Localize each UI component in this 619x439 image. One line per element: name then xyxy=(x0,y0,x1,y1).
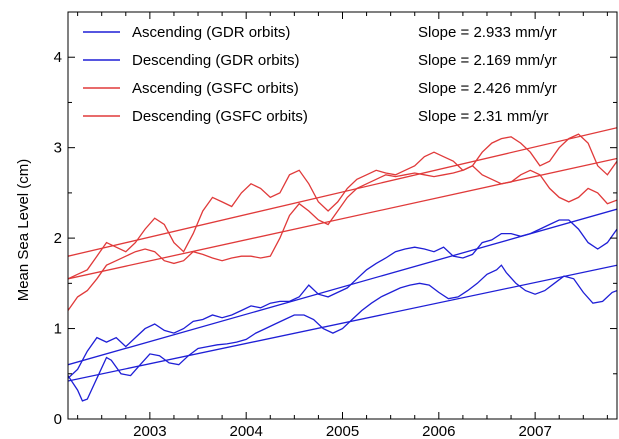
y-axis-title: Mean Sea Level (cm) xyxy=(15,159,32,302)
y-tick-label: 3 xyxy=(54,140,62,157)
legend-label-descending-gsfc-orbits: Descending (GSFC orbits) xyxy=(132,108,308,125)
y-tick-label: 1 xyxy=(54,321,62,338)
trend-line-ascending-gsfc-orbits xyxy=(68,127,617,257)
x-tick-label: 2007 xyxy=(518,423,551,439)
series-line-descending-gsfc-orbits xyxy=(68,165,617,311)
y-tick-label: 2 xyxy=(54,230,62,247)
legend-label-ascending-gsfc-orbits: Ascending (GSFC orbits) xyxy=(132,80,299,97)
slope-label-descending-gdr-orbits: Slope = 2.169 mm/yr xyxy=(418,52,557,69)
x-tick-label: 2006 xyxy=(422,423,455,439)
series-line-ascending-gsfc-orbits xyxy=(68,133,617,280)
axes-layer: 2003 2004 2005 2006 2007 0 1 2 3 4 xyxy=(54,11,618,439)
trend-line-descending-gsfc-orbits xyxy=(68,157,617,280)
slope-label-descending-gsfc-orbits: Slope = 2.31 mm/yr xyxy=(418,108,548,125)
slope-label-ascending-gdr-orbits: Slope = 2.933 mm/yr xyxy=(418,24,557,41)
y-tick-label: 4 xyxy=(54,49,62,66)
x-tick-label: 2005 xyxy=(326,423,359,439)
x-tick-label: 2004 xyxy=(229,423,262,439)
trend-line-ascending-gdr-orbits xyxy=(68,208,617,366)
series-layer xyxy=(68,127,617,402)
slope-label-ascending-gsfc-orbits: Slope = 2.426 mm/yr xyxy=(418,80,557,97)
legend-label-descending-gdr-orbits: Descending (GDR orbits) xyxy=(132,52,300,69)
plot-frame xyxy=(67,11,618,420)
x-tick-label: 2003 xyxy=(133,423,166,439)
legend: Ascending (GDR orbits) Slope = 2.933 mm/y… xyxy=(83,24,557,125)
series-line-descending-gdr-orbits xyxy=(68,264,617,402)
trend-line-descending-gdr-orbits xyxy=(68,264,617,382)
legend-label-ascending-gdr-orbits: Ascending (GDR orbits) xyxy=(132,24,290,41)
y-tick-label: 0 xyxy=(54,411,62,428)
